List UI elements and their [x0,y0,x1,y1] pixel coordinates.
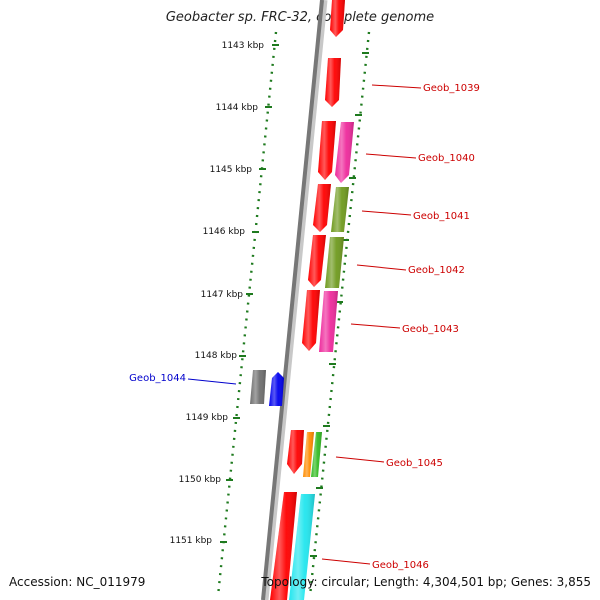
gene-label[interactable]: Geob_1044 [129,373,186,384]
gene-feature[interactable] [287,430,304,474]
gene-label[interactable]: Geob_1041 [413,211,470,222]
scale-label: 1148 kbp [195,351,238,361]
gene-label[interactable]: Geob_1045 [386,458,443,469]
gene-feature[interactable] [318,121,336,180]
gene-feature[interactable] [325,237,344,288]
gene-feature[interactable] [289,494,315,600]
scale-label: 1143 kbp [222,41,265,51]
gene-feature[interactable] [319,291,338,352]
label-leader [335,456,385,463]
gene-feature[interactable] [330,0,345,37]
label-leader [356,264,407,271]
label-leader [187,378,237,385]
label-leader [350,323,401,329]
scale-label: 1144 kbp [216,103,259,113]
label-leader [361,210,412,216]
gene-feature[interactable] [269,372,284,406]
gene-feature[interactable] [270,492,297,600]
map-title: Geobacter sp. FRC-32, complete genome [165,10,435,25]
gene-label[interactable]: Geob_1040 [418,153,475,164]
label-leader [371,84,422,89]
scale-label: 1151 kbp [170,536,213,546]
gene-feature[interactable] [331,187,349,232]
gene-label[interactable]: Geob_1042 [408,265,465,276]
accession-text: Accession: NC_011979 [9,575,146,589]
gene-feature[interactable] [335,122,354,183]
scale-label: 1150 kbp [179,475,222,485]
genome-summary-text: Topology: circular; Length: 4,304,501 bp… [261,575,591,589]
gene-feature[interactable] [302,290,320,351]
gene-label[interactable]: Geob_1046 [372,560,429,571]
label-leader [321,558,371,565]
label-leader [365,153,417,159]
gene-label[interactable]: Geob_1043 [402,324,459,335]
scale-dotted-line-left [216,31,278,597]
gene-feature[interactable] [325,58,341,107]
scale-label: 1145 kbp [210,165,253,175]
gene-feature[interactable] [311,432,322,477]
genome-backbone [261,0,324,600]
gene-feature[interactable] [303,432,314,477]
scale-label: 1149 kbp [186,413,229,423]
gene-label[interactable]: Geob_1039 [423,83,480,94]
scale-dotted-line-right [308,31,371,597]
scale-label: 1146 kbp [203,227,246,237]
gene-feature[interactable] [313,184,331,232]
gene-feature[interactable] [308,235,326,287]
gene-feature[interactable] [250,370,266,404]
scale-label: 1147 kbp [201,290,244,300]
